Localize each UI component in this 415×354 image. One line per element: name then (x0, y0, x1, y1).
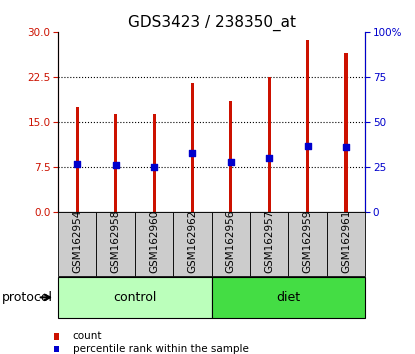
Text: GSM162954: GSM162954 (72, 209, 82, 273)
Point (343, 144, 349, 150)
Point (74, 161, 81, 166)
Bar (268, 77, 271, 212)
Bar (58, 212, 96, 276)
Bar (96, 212, 135, 276)
Text: GSM162958: GSM162958 (111, 209, 121, 273)
Text: GSM162960: GSM162960 (149, 210, 159, 273)
Text: percentile rank within the sample: percentile rank within the sample (73, 344, 249, 354)
Bar (250, 212, 288, 276)
Bar (173, 212, 212, 276)
Point (112, 162, 119, 168)
Point (151, 164, 157, 170)
Bar (58, 277, 212, 318)
Bar (153, 114, 156, 212)
Bar (327, 212, 365, 276)
Text: GSM162956: GSM162956 (226, 209, 236, 273)
Point (189, 150, 196, 156)
Bar (288, 212, 327, 276)
Text: control: control (113, 291, 156, 304)
Text: count: count (73, 331, 102, 341)
Point (304, 143, 311, 148)
Title: GDS3423 / 238350_at: GDS3423 / 238350_at (128, 14, 295, 30)
Text: diet: diet (276, 291, 300, 304)
Text: GSM162962: GSM162962 (188, 209, 198, 273)
Bar (344, 53, 347, 212)
Point (266, 155, 273, 161)
Text: protocol: protocol (2, 291, 53, 304)
Bar (212, 277, 365, 318)
Text: GSM162959: GSM162959 (303, 209, 312, 273)
Bar (306, 40, 309, 212)
Text: GSM162961: GSM162961 (341, 209, 351, 273)
Point (227, 159, 234, 165)
Text: GSM162957: GSM162957 (264, 209, 274, 273)
Bar (191, 83, 194, 212)
Bar (229, 101, 232, 212)
Bar (76, 107, 79, 212)
Bar (135, 212, 173, 276)
Bar (212, 212, 250, 276)
Bar (114, 114, 117, 212)
